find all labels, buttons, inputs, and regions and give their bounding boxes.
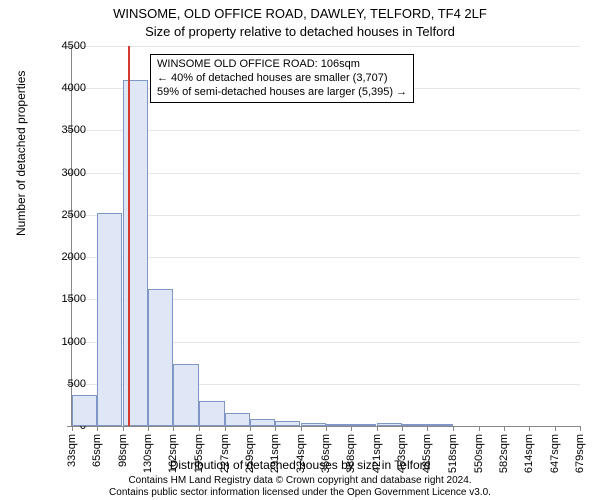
annotation-line: WINSOME OLD OFFICE ROAD: 106sqm bbox=[157, 58, 407, 72]
y-tick-label: 2000 bbox=[62, 251, 86, 263]
chart-container: WINSOME, OLD OFFICE ROAD, DAWLEY, TELFOR… bbox=[0, 0, 600, 500]
y-tick-label: 4500 bbox=[62, 40, 86, 52]
y-tick-label: 4000 bbox=[62, 82, 86, 94]
histogram-bar bbox=[72, 395, 97, 426]
histogram-bar bbox=[377, 423, 402, 426]
footer: Contains HM Land Registry data © Crown c… bbox=[0, 475, 600, 498]
y-tick-label: 1000 bbox=[62, 336, 86, 348]
histogram-bar bbox=[402, 424, 427, 426]
y-tick-label: 3500 bbox=[62, 124, 86, 136]
property-marker-line bbox=[128, 46, 130, 426]
histogram-bar bbox=[351, 424, 376, 426]
y-tick-label: 500 bbox=[68, 378, 86, 390]
histogram-bar bbox=[123, 80, 148, 426]
gridline bbox=[72, 46, 580, 47]
y-tick-label: 3000 bbox=[62, 167, 86, 179]
annotation-line: ← 40% of detached houses are smaller (3,… bbox=[157, 72, 407, 86]
histogram-bar bbox=[199, 401, 224, 426]
histogram-bar bbox=[301, 423, 326, 426]
histogram-bar bbox=[97, 213, 122, 426]
histogram-bar bbox=[225, 413, 250, 426]
histogram-bar bbox=[326, 424, 351, 426]
x-tick-mark bbox=[580, 426, 581, 431]
annotation-line: 59% of semi-detached houses are larger (… bbox=[157, 86, 407, 100]
histogram-bar bbox=[173, 364, 198, 426]
y-axis-label: Number of detached properties bbox=[14, 71, 28, 236]
chart-title: WINSOME, OLD OFFICE ROAD, DAWLEY, TELFOR… bbox=[0, 6, 600, 21]
x-axis-line bbox=[72, 426, 580, 427]
y-axis-line bbox=[71, 46, 72, 426]
y-tick-label: 2500 bbox=[62, 209, 86, 221]
histogram-bar bbox=[250, 419, 275, 426]
chart-subtitle: Size of property relative to detached ho… bbox=[0, 24, 600, 39]
y-tick-label: 1500 bbox=[62, 293, 86, 305]
x-axis-label: Distribution of detached houses by size … bbox=[0, 458, 600, 472]
histogram-bar bbox=[148, 289, 173, 426]
footer-line: Contains HM Land Registry data © Crown c… bbox=[0, 475, 600, 487]
annotation-box: WINSOME OLD OFFICE ROAD: 106sqm ← 40% of… bbox=[150, 54, 414, 103]
histogram-bar bbox=[275, 421, 300, 426]
histogram-bar bbox=[427, 424, 452, 426]
footer-line: Contains public sector information licen… bbox=[0, 487, 600, 499]
